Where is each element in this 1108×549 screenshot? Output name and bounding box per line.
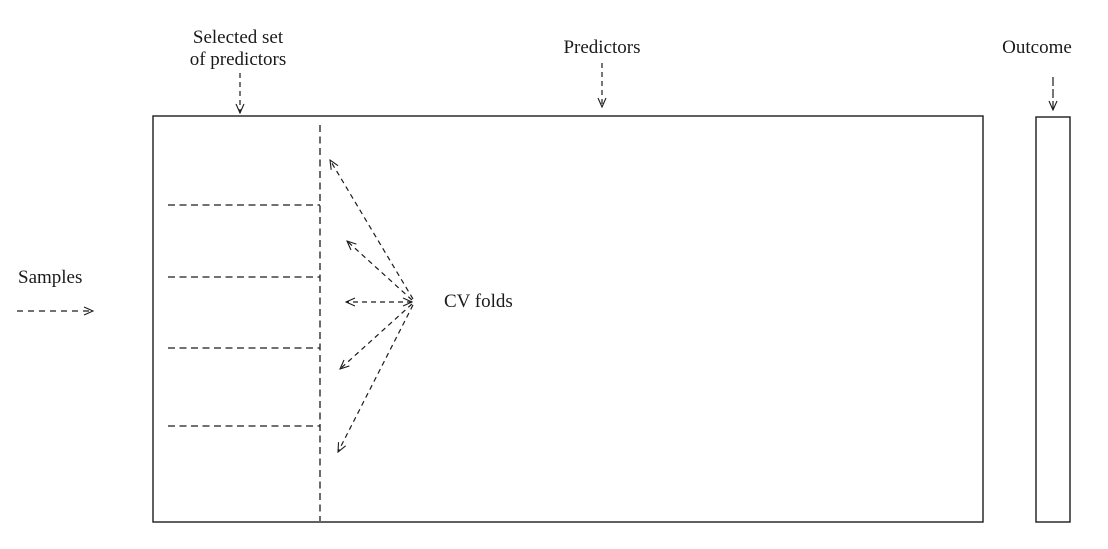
cv-folds-label: CV folds: [444, 291, 513, 312]
predictors-matrix-rect: [152, 115, 984, 523]
predictors-label: Predictors: [563, 37, 641, 58]
selected-set-label: Selected set of predictors: [189, 27, 287, 70]
cv-fold-arrow-5: [338, 304, 414, 452]
samples-label: Samples: [18, 267, 83, 288]
outcome-label: Outcome: [1002, 37, 1072, 58]
cv-fold-arrow-1: [330, 160, 414, 300]
outcome-column-rect: [1035, 116, 1071, 523]
cv-fold-arrow-4: [340, 303, 413, 369]
cv-fold-arrow-2: [347, 241, 413, 301]
